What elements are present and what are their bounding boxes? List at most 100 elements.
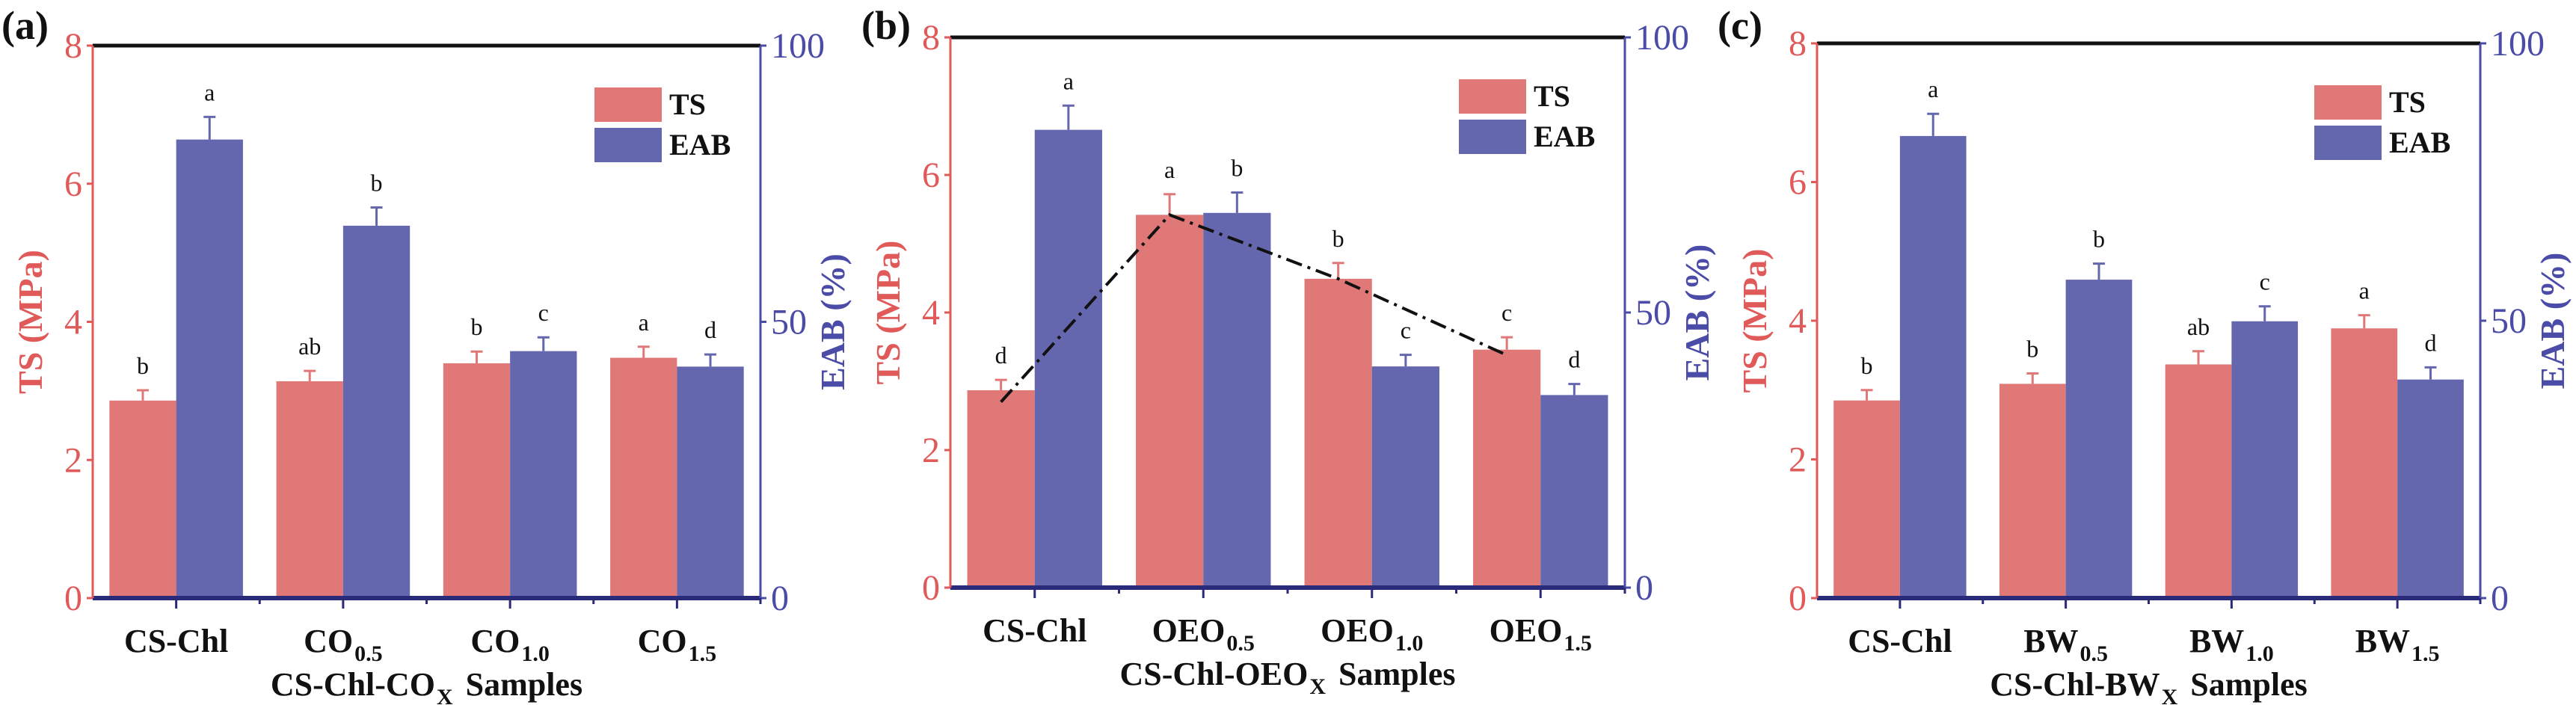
y-axis-title-left: TS (MPa) bbox=[1736, 249, 1774, 393]
legend: TS EAB bbox=[594, 87, 731, 162]
legend-swatch-ts bbox=[594, 87, 662, 122]
legend-swatch-ts bbox=[1459, 79, 1526, 114]
bar-eab bbox=[1540, 395, 1608, 588]
x-tick-label: CS-Chl bbox=[983, 612, 1086, 649]
y-tick-label-left: 8 bbox=[922, 18, 940, 58]
x-tick-label-base: CO bbox=[470, 623, 520, 659]
bar-eab bbox=[2065, 280, 2133, 598]
y-tick-label-right: 100 bbox=[1635, 18, 1689, 58]
y-tick-label-left: 2 bbox=[64, 440, 82, 480]
legend-label: EAB bbox=[1534, 120, 1595, 153]
y-tick-label-right: 100 bbox=[2491, 24, 2545, 64]
x-tick-label: BW1.5 bbox=[2355, 623, 2440, 666]
bar-ts bbox=[1833, 400, 1900, 598]
x-axis-title: CS-Chl-BWX Samples bbox=[1990, 666, 2308, 705]
y-axis-title-right: EAB (%) bbox=[814, 253, 852, 390]
significance-letter: b bbox=[470, 313, 482, 340]
x-axis-title: CS-Chl-COX Samples bbox=[271, 666, 582, 705]
significance-letter: b bbox=[137, 352, 149, 379]
x-tick-label-base: CS-Chl bbox=[1848, 623, 1952, 659]
bar-ts bbox=[610, 357, 677, 598]
x-axis-title-suffix: Samples bbox=[458, 666, 582, 703]
x-tick-label-base: CS-Chl bbox=[983, 612, 1086, 649]
x-tick-label: CS-Chl bbox=[124, 623, 228, 659]
significance-letter: a bbox=[639, 309, 649, 336]
x-axis-title-subscript: X bbox=[437, 685, 453, 705]
legend-swatch-eab bbox=[1459, 120, 1526, 154]
y-axis-title-right: EAB (%) bbox=[1678, 244, 1716, 381]
y-tick-label-right: 50 bbox=[1635, 293, 1671, 333]
x-tick-label: OEO1.0 bbox=[1321, 612, 1423, 656]
x-tick-label-subscript: 1.5 bbox=[689, 641, 717, 666]
x-tick-label-base: CS-Chl bbox=[124, 623, 228, 659]
bar-ts bbox=[276, 381, 343, 598]
y-axis-title-left: TS (MPa) bbox=[11, 250, 49, 394]
x-tick-label: BW1.0 bbox=[2189, 623, 2274, 666]
y-tick-label-left: 2 bbox=[922, 431, 940, 470]
y-axis-title-left: TS (MPa) bbox=[869, 241, 907, 385]
legend-swatch-ts bbox=[2314, 85, 2382, 120]
legend: TS EAB bbox=[1459, 79, 1595, 154]
y-tick-label-left: 6 bbox=[1789, 163, 1807, 203]
bar-ts bbox=[1999, 384, 2066, 598]
significance-letter: d bbox=[704, 316, 716, 343]
significance-letter: d bbox=[995, 342, 1007, 369]
significance-letter: a bbox=[1164, 156, 1175, 183]
y-tick-label-left: 2 bbox=[1789, 440, 1807, 480]
y-tick-label-left: 0 bbox=[1789, 579, 1807, 618]
y-tick-label-right: 50 bbox=[2491, 301, 2527, 341]
bar-eab bbox=[1371, 366, 1439, 588]
x-tick-label-subscript: 1.0 bbox=[2245, 641, 2274, 666]
legend-swatch-eab bbox=[594, 128, 662, 162]
x-tick-label-subscript: 1.5 bbox=[1564, 631, 1592, 656]
trend-line bbox=[1000, 213, 1507, 403]
y-tick-label-right: 0 bbox=[2491, 579, 2509, 618]
significance-letter: b bbox=[2093, 226, 2105, 253]
x-tick-label-base: OEO bbox=[1152, 612, 1226, 649]
bar-eab bbox=[510, 351, 577, 598]
x-tick-label: CO1.5 bbox=[638, 623, 717, 666]
bar-ts bbox=[1136, 215, 1204, 588]
bar-eab bbox=[677, 366, 744, 598]
bar-ts bbox=[1473, 349, 1541, 588]
bar-eab bbox=[1203, 212, 1271, 588]
y-tick-label-left: 4 bbox=[1789, 301, 1807, 341]
bar-ts bbox=[443, 363, 511, 598]
x-axis-title: CS-Chl-OEOX Samples bbox=[1120, 656, 1456, 699]
significance-letter: ab bbox=[298, 333, 321, 360]
x-tick-label: CO0.5 bbox=[304, 623, 383, 666]
significance-letter: c bbox=[1501, 299, 1512, 326]
x-tick-label-subscript: 0.5 bbox=[354, 641, 383, 666]
x-tick-label: OEO0.5 bbox=[1152, 612, 1255, 656]
x-axis-title-suffix: Samples bbox=[1330, 656, 1455, 692]
legend-label: EAB bbox=[2389, 126, 2450, 159]
x-tick-label-subscript: 1.5 bbox=[2411, 641, 2440, 666]
x-tick-label-base: CO bbox=[304, 623, 353, 659]
y-tick-label-right: 100 bbox=[771, 26, 825, 66]
legend-label: TS bbox=[669, 87, 706, 121]
y-tick-label-right: 50 bbox=[771, 303, 807, 342]
x-tick-label-base: OEO bbox=[1490, 612, 1563, 649]
x-tick-label-base: BW bbox=[2355, 623, 2410, 659]
legend-label: EAB bbox=[669, 128, 731, 161]
legend-label: TS bbox=[1534, 79, 1570, 113]
significance-letter: b bbox=[1231, 155, 1243, 182]
y-axis-title-right: EAB (%) bbox=[2533, 253, 2572, 390]
significance-letter: a bbox=[204, 78, 215, 105]
x-axis-title-main: CS-Chl-BW bbox=[1990, 666, 2160, 703]
x-axis-title-subscript: X bbox=[2162, 685, 2178, 705]
x-tick-label-base: BW bbox=[2023, 623, 2078, 659]
y-tick-label-left: 6 bbox=[922, 156, 940, 195]
significance-letter: c bbox=[538, 299, 549, 326]
significance-letter: a bbox=[1928, 76, 1938, 102]
y-tick-label-left: 0 bbox=[922, 568, 940, 608]
bar-eab bbox=[2231, 321, 2299, 598]
x-tick-label: CO1.0 bbox=[470, 623, 550, 666]
x-tick-label: OEO1.5 bbox=[1490, 612, 1592, 656]
x-tick-label: BW0.5 bbox=[2023, 623, 2108, 666]
significance-letter: b bbox=[1861, 352, 1873, 379]
significance-letter: b bbox=[1332, 225, 1344, 252]
